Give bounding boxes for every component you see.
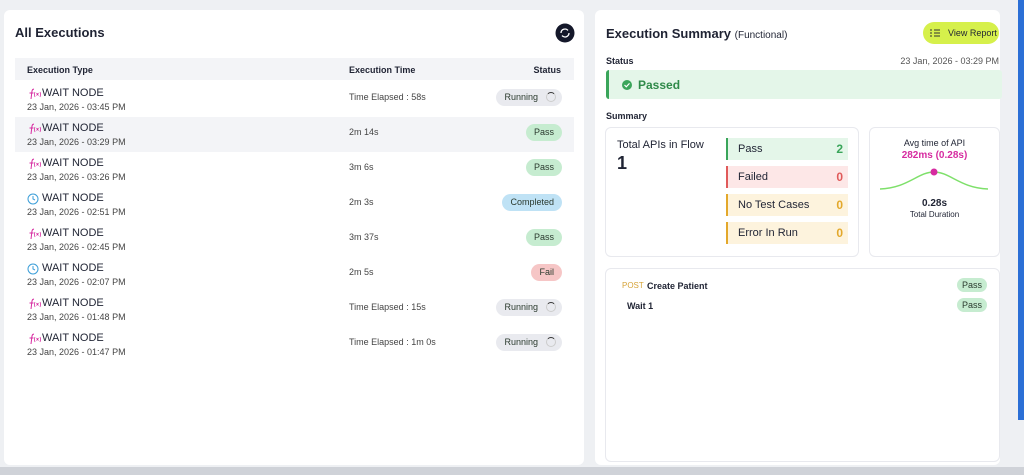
type: WAIT NODE <box>42 332 104 344</box>
count-value: 0 <box>836 198 843 212</box>
step-name: Create Patient <box>647 281 708 291</box>
status-text: Passed <box>638 78 681 92</box>
status-badge: Running <box>496 89 562 106</box>
status-badge: Fail <box>531 264 562 281</box>
summary-label: Summary <box>606 111 648 121</box>
row-highlight <box>15 117 574 152</box>
type-icon <box>27 262 39 275</box>
type: WAIT NODE <box>42 227 104 239</box>
type: WAIT NODE <box>42 262 104 274</box>
count-box: Error In Run 0 <box>726 222 848 244</box>
time: 2m 14s <box>349 127 379 137</box>
date: 23 Jan, 2026 - 01:48 PM <box>27 312 126 322</box>
spinner <box>546 92 556 102</box>
date: 23 Jan, 2026 - 02:45 PM <box>27 242 126 252</box>
time: Time Elapsed : 15s <box>349 302 426 312</box>
date: 23 Jan, 2026 - 01:47 PM <box>27 347 126 357</box>
date: 23 Jan, 2026 - 03:29 PM <box>27 137 126 147</box>
type-icon <box>27 297 41 310</box>
total-label: Total APIs in Flow <box>617 139 704 151</box>
total-value: 1 <box>617 153 628 173</box>
type: WAIT NODE <box>42 122 104 134</box>
date: 23 Jan, 2026 - 03:45 PM <box>27 102 126 112</box>
count-label: No Test Cases <box>738 199 810 211</box>
view-report-button[interactable]: View Report <box>923 22 999 44</box>
duration-label: Total Duration <box>909 210 960 219</box>
type-icon <box>27 192 39 205</box>
refresh-button[interactable] <box>555 23 575 43</box>
status-banner: Passed <box>606 70 1002 99</box>
type: WAIT NODE <box>42 157 104 169</box>
type-icon <box>27 332 41 345</box>
executions-panel <box>4 10 584 465</box>
status-date: 23 Jan, 2026 - 03:29 PM <box>900 56 999 66</box>
status-badge: Completed <box>502 194 562 211</box>
type: WAIT NODE <box>42 87 104 99</box>
date: 23 Jan, 2026 - 03:26 PM <box>27 172 126 182</box>
totals-card <box>605 127 859 257</box>
type-icon <box>27 87 41 100</box>
method: POST <box>622 281 644 290</box>
type-icon <box>27 227 41 240</box>
bottom-bar <box>0 467 1024 475</box>
summary-title: Execution Summary (Functional) <box>606 26 788 41</box>
step-name: Wait 1 <box>627 301 654 311</box>
type: WAIT NODE <box>42 297 104 309</box>
count-value: 2 <box>836 142 843 156</box>
spinner <box>546 302 556 312</box>
date: 23 Jan, 2026 - 02:07 PM <box>27 277 126 287</box>
time: 3m 6s <box>349 162 374 172</box>
status-badge: Pass <box>525 159 562 176</box>
duration: 0.28s <box>921 198 948 209</box>
column-header: Execution Type <box>27 65 93 75</box>
time: 3m 37s <box>349 232 379 242</box>
avg-curve <box>879 168 989 190</box>
avg-value: 282ms (0.28s) <box>901 150 968 161</box>
status-badge: Running <box>496 299 562 316</box>
step-status: Pass <box>956 298 987 312</box>
count-value: 0 <box>836 226 843 240</box>
spinner <box>546 337 556 347</box>
title: All Executions <box>15 25 105 40</box>
avg-card <box>869 127 1000 257</box>
time: 2m 5s <box>349 267 374 277</box>
status-label: Status <box>606 56 634 66</box>
column-header: Status <box>533 65 561 75</box>
count-label: Failed <box>738 171 768 183</box>
type-icon <box>27 122 41 135</box>
count-box: No Test Cases 0 <box>726 194 848 216</box>
avg-label: Avg time of API <box>903 138 966 148</box>
time: Time Elapsed : 1m 0s <box>349 337 436 347</box>
status-badge: Running <box>496 334 562 351</box>
count-box: Pass 2 <box>726 138 848 160</box>
status-badge: Pass <box>525 124 562 141</box>
type-icon <box>27 157 41 170</box>
steps-card <box>605 268 1000 462</box>
step-status: Pass <box>956 278 987 292</box>
table-header <box>15 58 574 80</box>
scrollbar[interactable] <box>1018 0 1024 420</box>
column-header: Execution Time <box>349 65 416 75</box>
count-label: Pass <box>738 143 763 155</box>
type: WAIT NODE <box>42 192 104 204</box>
time: Time Elapsed : 58s <box>349 92 426 102</box>
time: 2m 3s <box>349 197 374 207</box>
count-box: Failed 0 <box>726 166 848 188</box>
count-label: Error In Run <box>738 227 798 239</box>
status-badge: Pass <box>525 229 562 246</box>
date: 23 Jan, 2026 - 02:51 PM <box>27 207 126 217</box>
count-value: 0 <box>836 170 843 184</box>
